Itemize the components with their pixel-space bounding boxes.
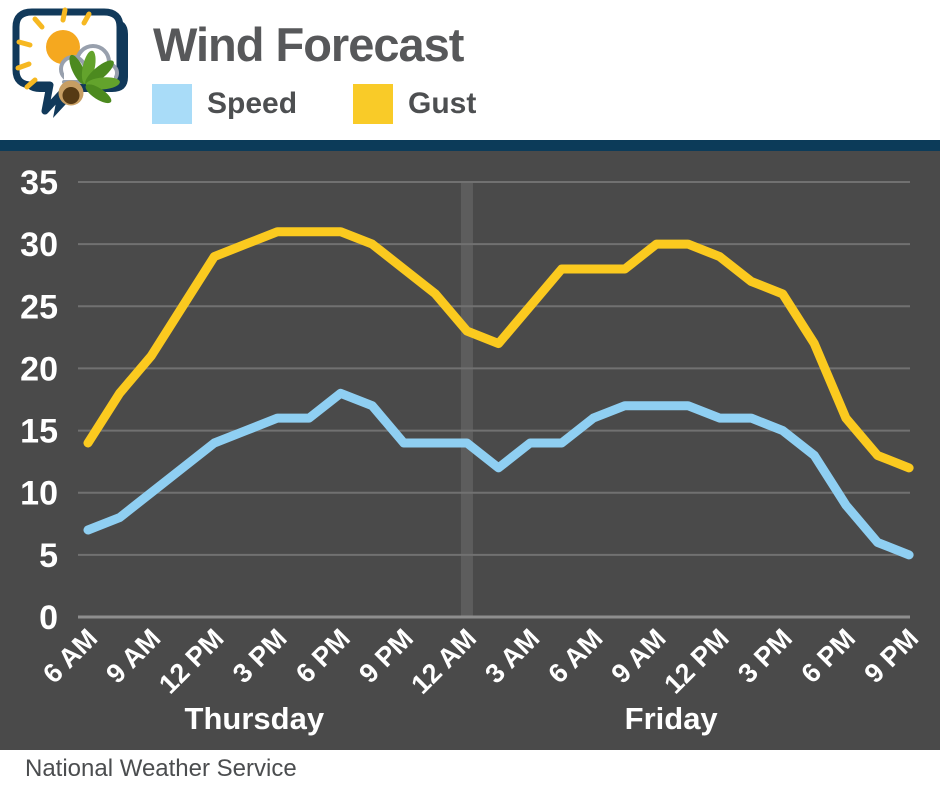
legend-item-gust: Gust [353,84,476,124]
day-divider-band [460,181,473,617]
x-tick-label: 12 AM [405,623,482,700]
attribution-text: National Weather Service [25,755,297,782]
y-tick-label: 20 [20,350,58,388]
gust-line [83,227,914,473]
x-tick-label: 12 PM [153,623,229,699]
footer: National Weather Service [0,750,940,788]
y-tick-label: 30 [20,226,58,264]
x-tick-label: 6 PM [290,623,356,689]
nws-logo [12,7,128,118]
x-tick-label: 12 PM [658,623,734,699]
header-divider-bar [0,140,940,151]
gust-legend-label: Gust [408,87,477,120]
speed-line [83,388,914,560]
y-tick-label: 0 [39,599,58,637]
y-tick-label: 35 [20,164,58,202]
day-label: Thursday [185,701,325,736]
day-label: Friday [625,701,719,736]
x-tick-label: 3 PM [732,623,798,689]
speed-legend-swatch [152,84,192,124]
x-tick-label: 9 PM [859,623,925,689]
legend-item-speed: Speed [152,84,297,124]
buckeye-leaf-icon [69,50,120,104]
buckeye-nut-icon [58,80,84,106]
page-title: Wind Forecast [153,18,464,71]
y-tick-label: 5 [39,537,58,575]
speed-legend-label: Speed [207,87,298,120]
header: Wind Forecast Speed Gust [0,0,940,140]
gust-legend-swatch [353,84,393,124]
y-tick-label: 25 [20,288,58,326]
x-tick-label: 3 AM [479,623,545,689]
x-tick-label: 6 PM [795,623,861,689]
x-tick-label: 6 AM [542,623,608,689]
y-tick-label: 15 [20,413,58,451]
y-tick-label: 10 [20,475,58,513]
chart-area: 0 5 10 15 20 25 30 35 6 AM 9 AM 12 PM 3 PM 6 PM 9 PM 1… [0,151,940,750]
x-tick-label: 3 PM [227,623,293,689]
